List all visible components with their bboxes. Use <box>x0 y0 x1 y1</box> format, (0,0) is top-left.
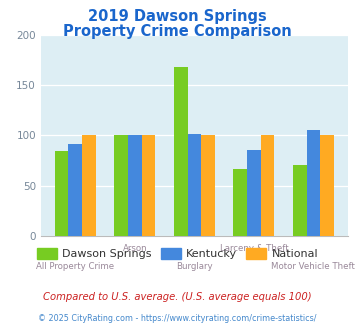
Bar <box>320 135 334 236</box>
Bar <box>128 135 142 236</box>
Text: © 2025 CityRating.com - https://www.cityrating.com/crime-statistics/: © 2025 CityRating.com - https://www.city… <box>38 314 317 323</box>
Text: Burglary: Burglary <box>176 262 213 271</box>
Bar <box>261 135 274 236</box>
Bar <box>55 151 69 236</box>
Bar <box>187 134 201 236</box>
Bar <box>142 135 155 236</box>
Bar <box>307 130 320 236</box>
Text: Property Crime Comparison: Property Crime Comparison <box>63 24 292 39</box>
Bar <box>233 169 247 236</box>
Text: 2019 Dawson Springs: 2019 Dawson Springs <box>88 9 267 24</box>
Bar <box>69 144 82 236</box>
Bar <box>114 135 128 236</box>
Text: Motor Vehicle Theft: Motor Vehicle Theft <box>272 262 355 271</box>
Text: Compared to U.S. average. (U.S. average equals 100): Compared to U.S. average. (U.S. average … <box>43 292 312 302</box>
Bar <box>293 166 307 236</box>
Bar <box>247 150 261 236</box>
Bar <box>201 135 215 236</box>
Bar <box>174 67 187 236</box>
Bar <box>82 135 96 236</box>
Text: Larceny & Theft: Larceny & Theft <box>220 244 288 253</box>
Legend: Dawson Springs, Kentucky, National: Dawson Springs, Kentucky, National <box>32 244 323 263</box>
Text: Arson: Arson <box>122 244 147 253</box>
Text: All Property Crime: All Property Crime <box>36 262 114 271</box>
